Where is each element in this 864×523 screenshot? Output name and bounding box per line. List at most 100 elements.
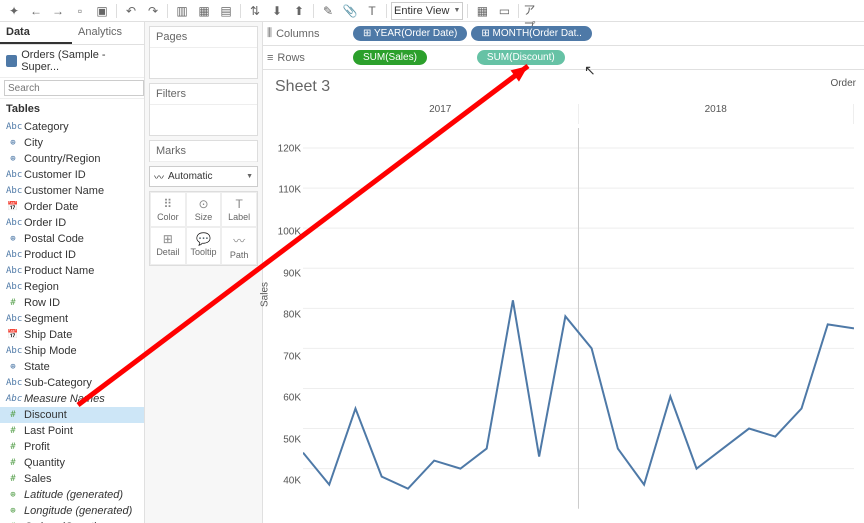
field-item[interactable]: AbcShip Mode: [0, 343, 144, 359]
column-pill[interactable]: ⊞ MONTH(Order Dat..: [471, 26, 592, 41]
undo-icon[interactable]: ↶: [121, 2, 141, 20]
field-item[interactable]: #Profit: [0, 439, 144, 455]
field-label: Category: [24, 121, 69, 133]
field-item[interactable]: AbcProduct Name: [0, 263, 144, 279]
field-item[interactable]: #Row ID: [0, 295, 144, 311]
field-item[interactable]: 📅Ship Date: [0, 327, 144, 343]
path-icon: 〰: [222, 232, 256, 249]
text-icon[interactable]: T: [362, 2, 382, 20]
field-label: Row ID: [24, 297, 60, 309]
redo-icon[interactable]: ↷: [143, 2, 163, 20]
field-item[interactable]: #Orders (Count): [0, 519, 144, 523]
share-icon[interactable]: �アプ: [523, 2, 543, 20]
dashboard-icon[interactable]: ▦: [194, 2, 214, 20]
field-label: Last Point: [24, 425, 73, 437]
back-icon[interactable]: ←: [26, 2, 46, 20]
pages-shelf[interactable]: [150, 48, 257, 78]
field-label: Product Name: [24, 265, 94, 277]
field-item[interactable]: #Sales: [0, 471, 144, 487]
field-item[interactable]: ⊕City: [0, 135, 144, 151]
forward-icon[interactable]: →: [48, 2, 68, 20]
logo-icon[interactable]: ✦: [4, 2, 24, 20]
field-type-icon: #: [6, 426, 20, 436]
field-type-icon: Abc: [6, 186, 20, 196]
new-data-icon[interactable]: ▣: [92, 2, 112, 20]
sort-asc-icon[interactable]: ⬇: [267, 2, 287, 20]
field-item[interactable]: AbcSub-Category: [0, 375, 144, 391]
field-item[interactable]: AbcRegion: [0, 279, 144, 295]
row-pill[interactable]: SUM(Discount): [477, 50, 565, 65]
field-item[interactable]: # Last Point: [0, 423, 144, 439]
swap-icon[interactable]: ⇅: [245, 2, 265, 20]
main-toolbar: ✦ ← → ▫ ▣ ↶ ↷ ▥ ▦ ▤ ⇅ ⬇ ⬆ ✎ 📎 T Entire V…: [0, 0, 864, 22]
cards-pane: Pages Filters Marks Automatic ⠿Color⊙Siz…: [145, 22, 263, 523]
field-item[interactable]: ⊕Longitude (generated): [0, 503, 144, 519]
field-item[interactable]: Abc Customer ID: [0, 167, 144, 183]
mark-card-label: Tooltip: [190, 247, 216, 257]
field-item[interactable]: AbcOrder ID: [0, 215, 144, 231]
mark-card-path[interactable]: 〰Path: [221, 227, 257, 265]
mark-card-color[interactable]: ⠿Color: [150, 192, 186, 227]
field-type-icon: Abc: [6, 170, 20, 180]
field-item[interactable]: AbcProduct ID: [0, 247, 144, 263]
field-label: Quantity: [24, 457, 65, 469]
field-item[interactable]: 📅Order Date: [0, 199, 144, 215]
field-item[interactable]: ⊕State: [0, 359, 144, 375]
tables-header: Tables: [0, 99, 144, 119]
y-tick-label: 110K: [278, 185, 301, 196]
field-item[interactable]: ⊕Latitude (generated): [0, 487, 144, 503]
field-item[interactable]: #Discount: [0, 407, 144, 423]
datasource-item[interactable]: Orders (Sample - Super...: [0, 45, 144, 78]
story-icon[interactable]: ▤: [216, 2, 236, 20]
worksheet-icon[interactable]: ▥: [172, 2, 192, 20]
highlight-icon[interactable]: ✎: [318, 2, 338, 20]
search-input[interactable]: [4, 80, 144, 96]
field-item[interactable]: #Quantity: [0, 455, 144, 471]
view-mode-label: Entire View: [394, 5, 449, 17]
mark-type-select[interactable]: Automatic: [149, 166, 258, 187]
field-label: City: [24, 137, 43, 149]
field-type-icon: ⊕: [6, 506, 20, 516]
detail-icon: ⊞: [151, 232, 185, 246]
field-type-icon: 📅: [6, 330, 20, 340]
row-pill[interactable]: SUM(Sales): [353, 50, 427, 65]
column-pill[interactable]: ⊞ YEAR(Order Date): [353, 26, 467, 41]
mark-card-label[interactable]: TLabel: [221, 192, 257, 227]
rows-shelf[interactable]: ≡Rows SUM(Sales)SUM(Discount): [263, 46, 864, 70]
field-item[interactable]: ⊕Postal Code: [0, 231, 144, 247]
filters-shelf[interactable]: [150, 105, 257, 135]
save-icon[interactable]: ▫: [70, 2, 90, 20]
field-label: Order Date: [24, 201, 78, 213]
y-tick-label: 120K: [278, 143, 301, 154]
field-item[interactable]: Abc Segment: [0, 311, 144, 327]
tab-analytics[interactable]: Analytics: [72, 22, 144, 44]
field-item[interactable]: AbcMeasure Names: [0, 391, 144, 407]
field-label: Customer ID: [24, 169, 86, 181]
y-tick-label: 50K: [283, 434, 301, 445]
showme-icon[interactable]: ▦: [472, 2, 492, 20]
sort-desc-icon[interactable]: ⬆: [289, 2, 309, 20]
field-label: Sub-Category: [24, 377, 92, 389]
view-mode-select[interactable]: Entire View: [391, 2, 463, 20]
chart-area[interactable]: 20172018 Sales 120K110K100K90K80K70K60K5…: [263, 104, 864, 523]
size-icon: ⊙: [187, 197, 221, 211]
mark-card-detail[interactable]: ⊞Detail: [150, 227, 186, 265]
field-item[interactable]: AbcCustomer Name: [0, 183, 144, 199]
worksheet-area: ⫼Columns ⊞ YEAR(Order Date)⊞ MONTH(Order…: [263, 22, 864, 523]
field-label: Segment: [24, 313, 68, 325]
presentation-icon[interactable]: ▭: [494, 2, 514, 20]
datasource-icon: [6, 55, 17, 67]
sheet-title[interactable]: Sheet 3: [263, 70, 864, 104]
field-item[interactable]: AbcCategory: [0, 119, 144, 135]
columns-shelf[interactable]: ⫼Columns ⊞ YEAR(Order Date)⊞ MONTH(Order…: [263, 22, 864, 46]
mark-card-tooltip[interactable]: 💬Tooltip: [186, 227, 222, 265]
field-type-icon: #: [6, 410, 20, 420]
field-item[interactable]: ⊕Country/Region: [0, 151, 144, 167]
group-icon[interactable]: 📎: [340, 2, 360, 20]
mark-card-size[interactable]: ⊙Size: [186, 192, 222, 227]
tab-data[interactable]: Data: [0, 22, 72, 44]
line-chart: [303, 128, 854, 509]
field-type-icon: Abc: [6, 314, 20, 324]
y-tick-label: 90K: [283, 268, 301, 279]
field-type-icon: #: [6, 474, 20, 484]
